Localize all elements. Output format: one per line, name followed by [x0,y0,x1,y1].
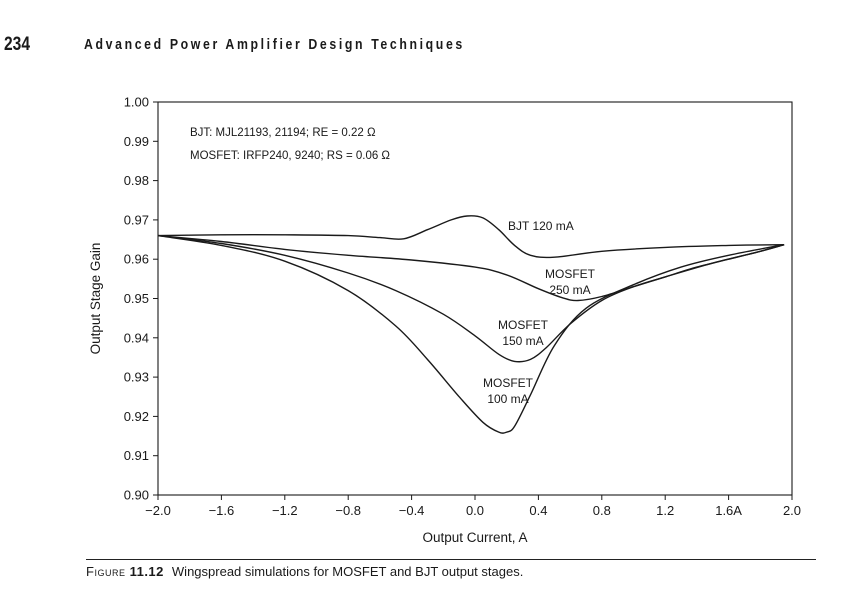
y-tick-label: 0.94 [124,330,149,345]
y-tick-label: 0.96 [124,252,149,267]
x-tick-label: 1.2 [656,503,674,518]
chart: 0.90 0.91 0.92 0.93 0.94 0.95 0.96 0.97 0.98 0.99… [88,95,801,546]
x-tick-label: 1.6A [715,503,742,518]
caption-label: Figure 11.12 [86,564,164,579]
x-tick-label: 0.8 [593,503,611,518]
x-tick-label: −2.0 [145,503,171,518]
series-label: BJT 120 mA [508,219,574,233]
x-tick-label: 2.0 [783,503,801,518]
y-tick-label: 1.00 [124,95,149,110]
y-tick-label: 0.90 [124,488,149,503]
x-tick-label: −0.8 [335,503,361,518]
x-axis-label: Output Current, A [422,530,527,545]
series-label: 100 mA [487,392,528,406]
x-tick-label: −0.4 [399,503,425,518]
caption-number: 11.12 [129,564,164,579]
series-label: 250 mA [549,283,590,297]
x-tick-label: −1.2 [272,503,298,518]
chart-series [157,215,785,434]
chart-annotation: MOSFET: IRFP240, 9240; RS = 0.06 Ω [190,150,390,162]
series-mosfet-150ma [157,234,785,363]
caption-rule [86,559,816,560]
page-number: 234 [4,34,30,55]
y-tick-label: 0.95 [124,291,149,306]
y-axis-label: Output Stage Gain [88,243,103,355]
chart-annotation: BJT: MJL21193, 21194; RE = 0.22 Ω [190,127,376,139]
series-label: 150 mA [502,334,543,348]
series-mosfet-100ma [157,234,785,434]
y-tick-label: 0.92 [124,409,149,424]
series-mosfet-250ma [157,234,785,302]
y-tick-label: 0.97 [124,212,149,227]
caption-label-word: Figure [86,564,126,579]
y-tick-label: 0.99 [124,134,149,149]
y-tick-label: 0.93 [124,370,149,385]
x-tick-label: −1.6 [209,503,235,518]
running-head: Advanced Power Amplifier Design Techniqu… [84,36,465,53]
figure-caption: Figure 11.12 Wingspread simulations for M… [86,564,523,579]
y-tick-label: 0.91 [124,448,149,463]
series-label: MOSFET [498,318,549,332]
chart-ticks: 0.90 0.91 0.92 0.93 0.94 0.95 0.96 0.97 0.98 0.99… [124,95,801,519]
series-bjt-120ma [157,215,785,259]
chart-labels: Output Current, A Output Stage Gain BJT: M… [88,127,596,545]
x-tick-label: 0.4 [529,503,547,518]
series-label: MOSFET [545,267,596,281]
caption-text: Wingspread simulations for MOSFET and BJ… [171,564,524,579]
y-tick-label: 0.98 [124,173,149,188]
x-tick-label: 0.0 [466,503,484,518]
series-label: MOSFET [483,376,534,390]
